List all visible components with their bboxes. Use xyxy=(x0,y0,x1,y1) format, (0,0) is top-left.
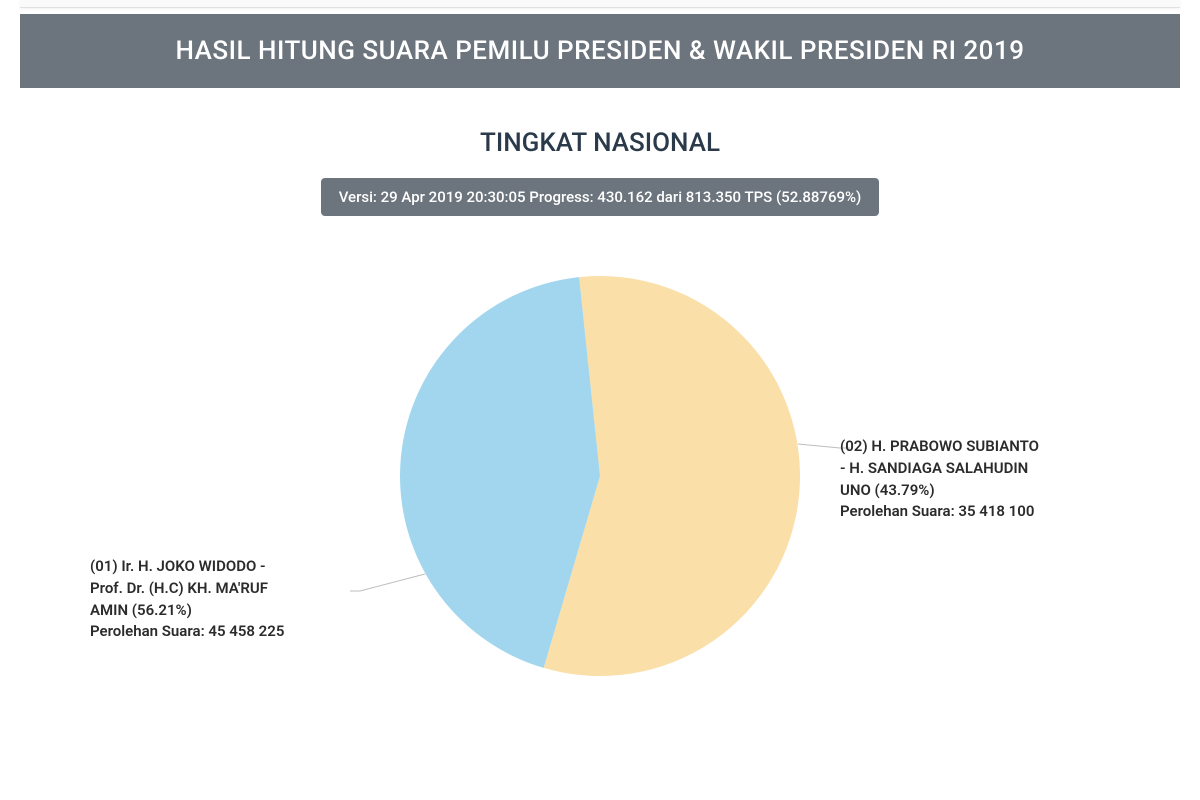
candidate-01-votes: Perolehan Suara: 45 458 225 xyxy=(90,621,350,643)
subtitle: TINGKAT NASIONAL xyxy=(20,128,1180,158)
pie-chart xyxy=(390,266,810,686)
subtitle-text: TINGKAT NASIONAL xyxy=(480,128,720,158)
candidate-02-line2: - H. SANDIAGA SALAHUDIN xyxy=(840,458,1100,480)
candidate-01-line3: AMIN (56.21%) xyxy=(90,600,350,622)
main-container: HASIL HITUNG SUARA PEMILU PRESIDEN & WAK… xyxy=(0,14,1200,756)
version-wrap: Versi: 29 Apr 2019 20:30:05 Progress: 43… xyxy=(20,178,1180,216)
pie-wrap xyxy=(390,266,810,686)
top-frame-spacer xyxy=(20,0,1180,8)
chart-area: (01) Ir. H. JOKO WIDODO - Prof. Dr. (H.C… xyxy=(20,256,1180,756)
label-candidate-01: (01) Ir. H. JOKO WIDODO - Prof. Dr. (H.C… xyxy=(90,556,350,643)
page-title-text: HASIL HITUNG SUARA PEMILU PRESIDEN & WAK… xyxy=(175,36,1024,66)
candidate-01-line1: (01) Ir. H. JOKO WIDODO - xyxy=(90,556,350,578)
candidate-01-line2: Prof. Dr. (H.C) KH. MA'RUF xyxy=(90,578,350,600)
candidate-02-votes: Perolehan Suara: 35 418 100 xyxy=(840,501,1100,523)
candidate-02-line1: (02) H. PRABOWO SUBIANTO xyxy=(840,436,1100,458)
label-candidate-02: (02) H. PRABOWO SUBIANTO - H. SANDIAGA S… xyxy=(840,436,1100,523)
version-pill: Versi: 29 Apr 2019 20:30:05 Progress: 43… xyxy=(321,178,880,216)
version-text: Versi: 29 Apr 2019 20:30:05 Progress: 43… xyxy=(339,188,862,206)
page-title-banner: HASIL HITUNG SUARA PEMILU PRESIDEN & WAK… xyxy=(20,14,1180,88)
candidate-02-line3: UNO (43.79%) xyxy=(840,480,1100,502)
